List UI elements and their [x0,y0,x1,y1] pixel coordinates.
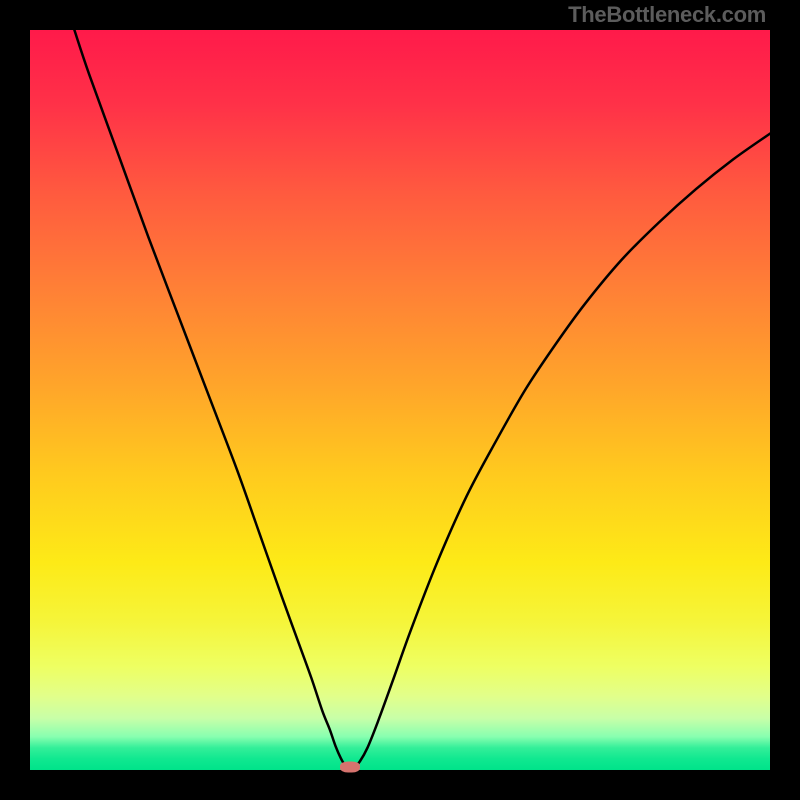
watermark-text: TheBottleneck.com [568,2,770,28]
frame-border-left [0,0,30,800]
plot-area [30,30,770,770]
frame-border-right [770,0,800,800]
frame-border-bottom [0,770,800,800]
chart-frame: TheBottleneck.com [0,0,800,800]
optimum-marker [340,762,360,773]
bottleneck-curve [30,30,770,770]
curve-path [74,30,770,769]
